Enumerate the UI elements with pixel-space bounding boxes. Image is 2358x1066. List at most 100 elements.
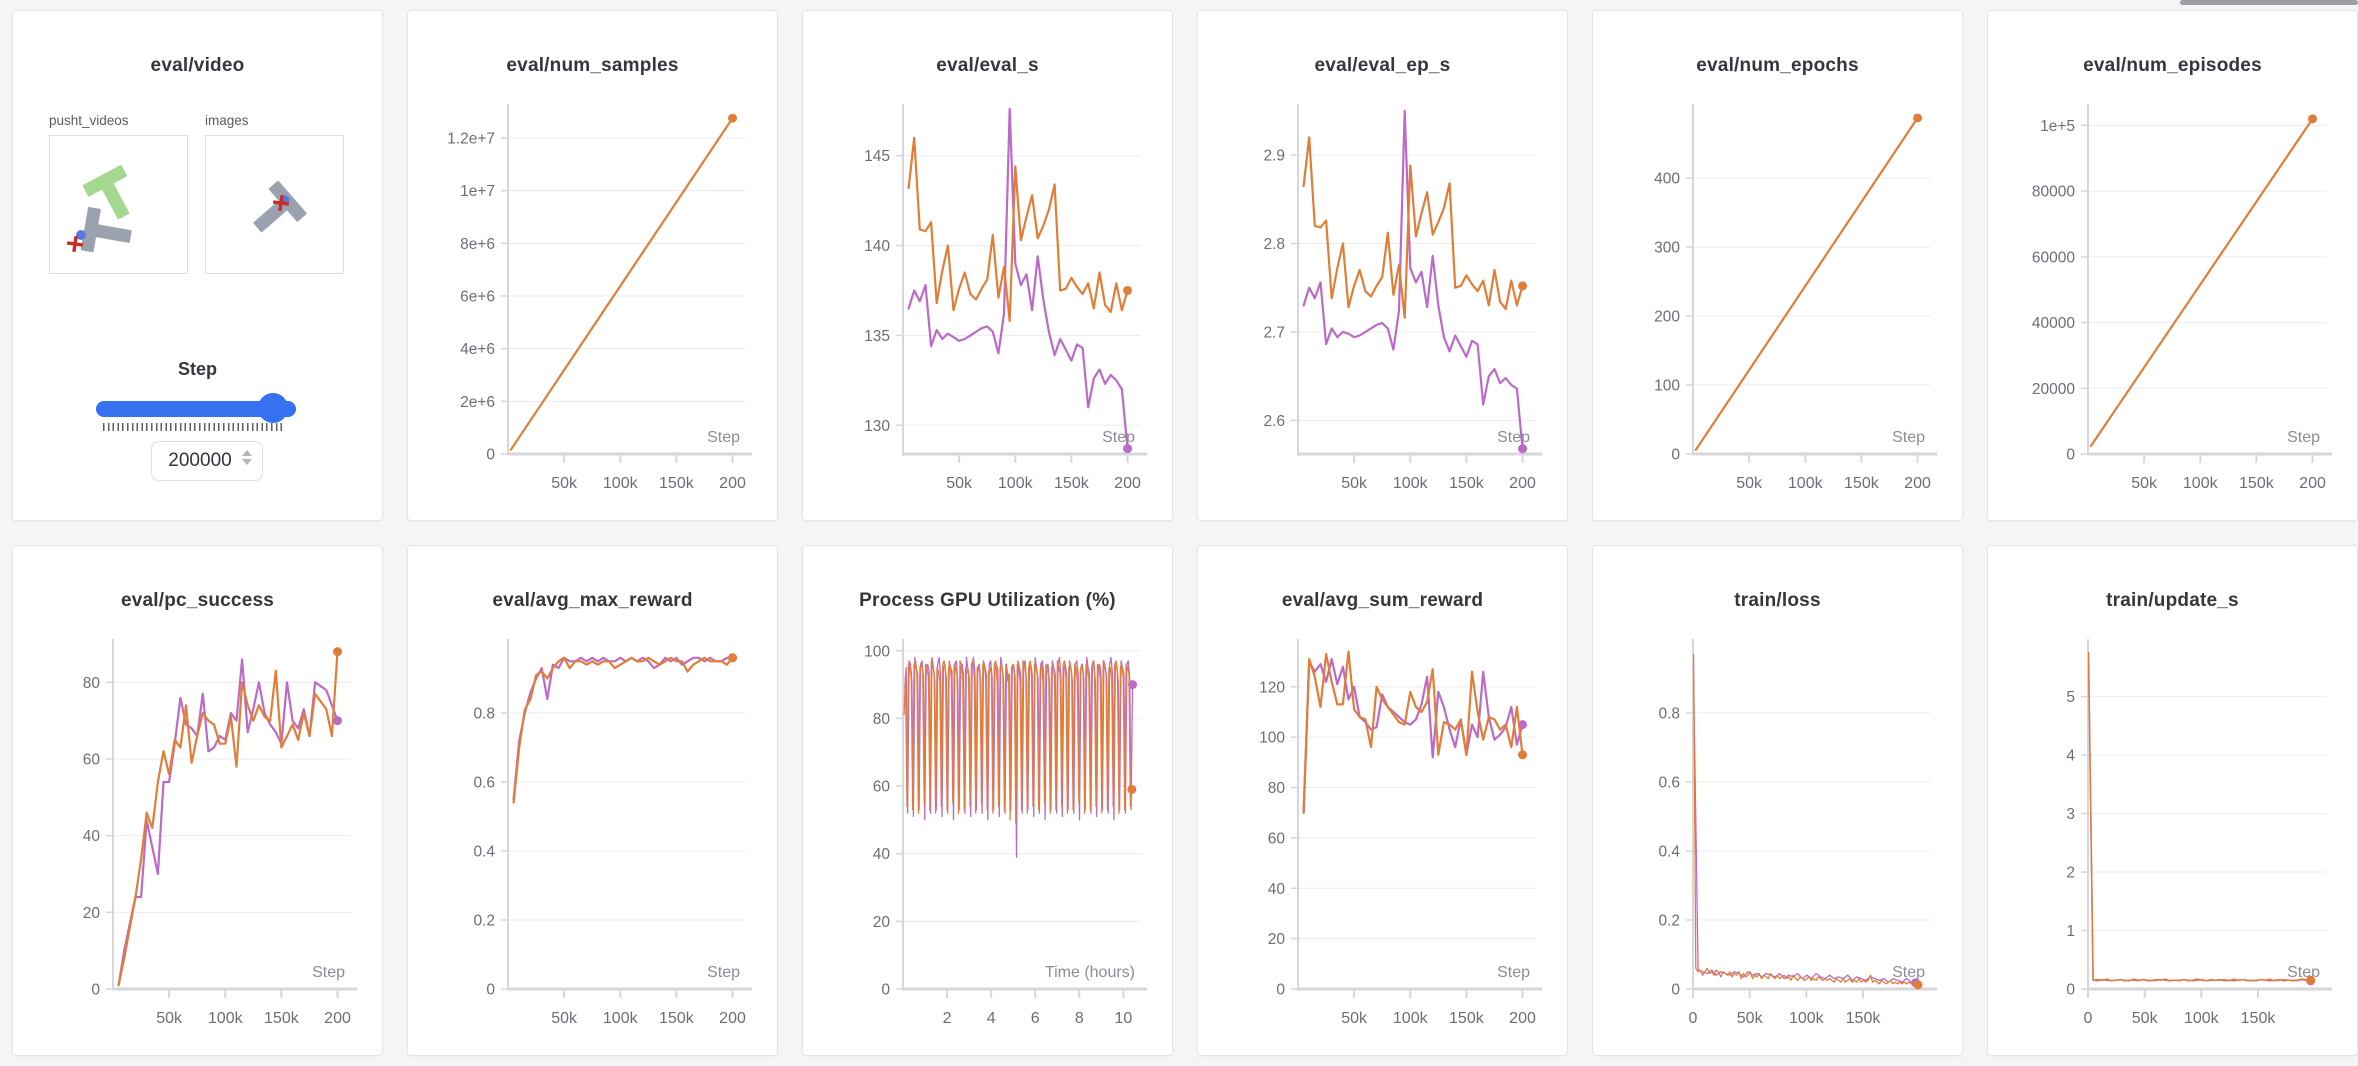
panel-eval-avg-sum-reward[interactable]: eval/avg_sum_reward 0 20 40 60 80 100 120 50k 10…: [1197, 545, 1568, 1056]
spinner-up-icon[interactable]: [242, 450, 252, 456]
svg-text:50k: 50k: [1341, 475, 1368, 492]
panel-train-loss[interactable]: train/loss 0 0.2 0.4 0.6 0.8 0 50k 100k 150k Step: [1592, 545, 1963, 1056]
svg-text:Step: Step: [1102, 429, 1135, 446]
svg-text:150k: 150k: [659, 1010, 695, 1027]
chart-canvas: 0 20 40 60 80 100 2 4 6 8 10 Time (hours): [864, 639, 1147, 1027]
svg-text:2: 2: [2066, 865, 2075, 882]
panel-eval-pc-success[interactable]: eval/pc_success 0 20 40 60 80 50k 100k 150k 200 S…: [12, 545, 383, 1056]
svg-text:Step: Step: [1497, 964, 1530, 981]
svg-text:20: 20: [873, 914, 891, 931]
svg-text:60000: 60000: [2032, 249, 2075, 266]
svg-text:Step: Step: [707, 964, 740, 981]
svg-text:100k: 100k: [603, 475, 639, 492]
chart-canvas: 2.6 2.7 2.8 2.9 50k 100k 150k 200 Step: [1263, 104, 1542, 492]
panel-eval-num-episodes[interactable]: eval/num_episodes 0 20000 40000 60000 80000 1…: [1987, 10, 2358, 521]
svg-text:Step: Step: [1892, 964, 1925, 981]
svg-text:Step: Step: [312, 964, 345, 981]
pusht-video-thumbnail[interactable]: [49, 135, 188, 274]
svg-text:60: 60: [1268, 830, 1286, 847]
chart-title: Process GPU Utilization (%): [859, 590, 1116, 611]
panel-eval-eval-ep-s[interactable]: eval/eval_ep_s 2.6 2.7 2.8 2.9 50k 100k 150k 20…: [1197, 10, 1568, 521]
panel-eval-num-samples[interactable]: eval/num_samples 0 2e+6 4e+6 6e+6 8e+6 1e+7 1.…: [407, 10, 778, 521]
panel-eval-video[interactable]: eval/video pusht_videos images: [12, 10, 383, 521]
svg-text:2.6: 2.6: [1263, 413, 1285, 430]
svg-text:Time (hours): Time (hours): [1045, 964, 1135, 981]
svg-text:100k: 100k: [603, 1010, 639, 1027]
svg-text:2: 2: [943, 1010, 952, 1027]
svg-text:0: 0: [1671, 982, 1680, 999]
chart-canvas: 0 0.2 0.4 0.6 0.8 50k 100k 150k 200 Step: [473, 639, 752, 1027]
svg-text:150k: 150k: [659, 475, 695, 492]
svg-text:Step: Step: [707, 429, 740, 446]
chart-canvas: 0 0.2 0.4 0.6 0.8 0 50k 100k 150k Step: [1658, 639, 1937, 1027]
chart-canvas: 0 2e+6 4e+6 6e+6 8e+6 1e+7 1.2e+7 50k 100k 150k 20…: [447, 104, 752, 492]
svg-text:2e+6: 2e+6: [460, 394, 495, 411]
svg-text:150k: 150k: [2239, 475, 2275, 492]
step-slider-track[interactable]: [96, 401, 296, 417]
svg-text:40: 40: [873, 846, 891, 863]
svg-text:100k: 100k: [208, 1010, 244, 1027]
svg-text:100k: 100k: [1788, 475, 1824, 492]
svg-text:8e+6: 8e+6: [460, 236, 495, 253]
images-thumbnail[interactable]: [205, 135, 344, 274]
svg-text:40: 40: [83, 828, 101, 845]
svg-text:0: 0: [2066, 447, 2075, 464]
pusht-scene-image: [66, 165, 132, 253]
svg-text:200: 200: [1904, 475, 1931, 492]
svg-text:150k: 150k: [1846, 1010, 1882, 1027]
svg-text:0: 0: [2066, 982, 2075, 999]
svg-text:50k: 50k: [2132, 1010, 2159, 1027]
panel-eval-eval-s[interactable]: eval/eval_s 130 135 140 145 50k 100k 150k 200 St…: [802, 10, 1173, 521]
svg-text:100k: 100k: [1393, 475, 1429, 492]
svg-text:4: 4: [987, 1010, 996, 1027]
media-label-pusht-videos: pusht_videos: [49, 113, 129, 128]
svg-text:200: 200: [1509, 1010, 1536, 1027]
chart-title: eval/pc_success: [120, 590, 274, 611]
svg-text:150k: 150k: [1449, 475, 1485, 492]
svg-text:80: 80: [873, 711, 891, 728]
svg-text:50k: 50k: [551, 475, 578, 492]
chart-canvas: 0 1 2 3 4 5 0 50k 100k 150k Step: [2066, 639, 2332, 1027]
svg-text:200: 200: [1114, 475, 1141, 492]
horizontal-scrollbar-thumb[interactable]: [2180, 0, 2358, 5]
svg-text:80000: 80000: [2032, 184, 2075, 201]
chart-canvas: 0 20 40 60 80 50k 100k 150k 200 Step: [83, 639, 357, 1027]
step-slider-handle[interactable]: [258, 393, 288, 423]
spinner-down-icon[interactable]: [242, 459, 252, 465]
svg-text:3: 3: [2066, 806, 2075, 823]
svg-text:20000: 20000: [2032, 381, 2075, 398]
chart-title: eval/num_episodes: [2083, 55, 2262, 76]
svg-text:Step: Step: [1497, 429, 1530, 446]
panel-process-gpu-utilization[interactable]: Process GPU Utilization (%) 0 20 40 60 80 100…: [802, 545, 1173, 1056]
chart-canvas: 0 20 40 60 80 100 120 50k 100k 150k 200 Step: [1259, 639, 1542, 1027]
svg-text:50k: 50k: [551, 1010, 578, 1027]
svg-text:80: 80: [1268, 780, 1286, 797]
panel-train-update-s[interactable]: train/update_s 0 1 2 3 4 5 0 50k 100k 150k Step: [1987, 545, 2358, 1056]
svg-text:0.2: 0.2: [473, 913, 495, 930]
step-slider-ruler: [103, 423, 285, 431]
step-number-input[interactable]: 200000: [151, 441, 263, 481]
svg-text:200: 200: [719, 475, 746, 492]
svg-text:0: 0: [1671, 447, 1680, 464]
svg-text:150k: 150k: [1844, 475, 1880, 492]
svg-text:0: 0: [486, 982, 495, 999]
images-scene-image: [253, 180, 307, 233]
svg-text:Step: Step: [1892, 429, 1925, 446]
svg-text:0.2: 0.2: [1658, 913, 1680, 930]
svg-text:100k: 100k: [1789, 1010, 1825, 1027]
panel-eval-avg-max-reward[interactable]: eval/avg_max_reward 0 0.2 0.4 0.6 0.8 50k 100k…: [407, 545, 778, 1056]
chart-title: eval/avg_sum_reward: [1281, 590, 1484, 611]
goal-cross: [66, 235, 84, 253]
svg-text:4: 4: [2066, 748, 2075, 765]
chart-title: eval/num_samples: [506, 55, 679, 76]
panel-eval-num-epochs[interactable]: eval/num_epochs 0 100 200 300 400 50k 100k 150k…: [1592, 10, 1963, 521]
svg-text:20: 20: [1268, 931, 1286, 948]
svg-text:50k: 50k: [946, 475, 973, 492]
svg-text:1: 1: [2066, 923, 2075, 940]
step-spinner: [242, 450, 252, 465]
svg-text:100: 100: [1654, 378, 1680, 395]
chart-canvas: 0 20000 40000 60000 80000 1e+5 50k 100k 150k 200 S…: [2032, 104, 2332, 492]
svg-text:0: 0: [881, 982, 890, 999]
svg-text:0: 0: [2084, 1010, 2093, 1027]
svg-text:100: 100: [1259, 730, 1285, 747]
